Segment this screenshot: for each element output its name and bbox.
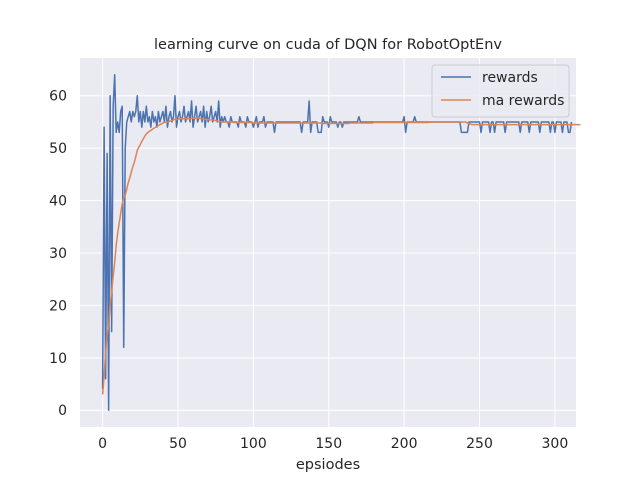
x-tick-label: 150 [315, 436, 342, 452]
series-lines [101, 74, 581, 411]
x-tick-label: 0 [98, 436, 107, 452]
y-tick-label: 30 [49, 246, 67, 262]
legend-label-ma-rewards: ma rewards [482, 93, 564, 109]
legend: rewards ma rewards [431, 64, 570, 118]
x-tick-label: 200 [391, 436, 418, 452]
y-tick-label: 20 [49, 298, 67, 314]
series-line-rewards [101, 74, 573, 411]
y-tick-label: 10 [49, 351, 67, 367]
grid-lines [80, 58, 576, 427]
y-tick-label: 50 [49, 141, 67, 157]
y-tick-label: 0 [58, 403, 67, 419]
y-tick-label: 40 [49, 194, 67, 210]
series-line-ma-rewards [101, 117, 581, 395]
legend-box [431, 64, 570, 118]
x-tick-label: 50 [169, 436, 187, 452]
x-axis-label: epsiodes [296, 457, 360, 473]
x-tick-label: 300 [542, 436, 569, 452]
x-tick-labels: 0 50 100 150 200 250 300 [98, 436, 568, 452]
chart-title: learning curve on cuda of DQN for RobotO… [154, 37, 502, 53]
legend-label-rewards: rewards [482, 70, 538, 86]
y-tick-labels: 0 10 20 30 40 50 60 [49, 89, 67, 419]
x-tick-label: 250 [466, 436, 493, 452]
plot-area [80, 58, 576, 427]
y-tick-label: 60 [49, 89, 67, 105]
x-tick-label: 100 [240, 436, 267, 452]
